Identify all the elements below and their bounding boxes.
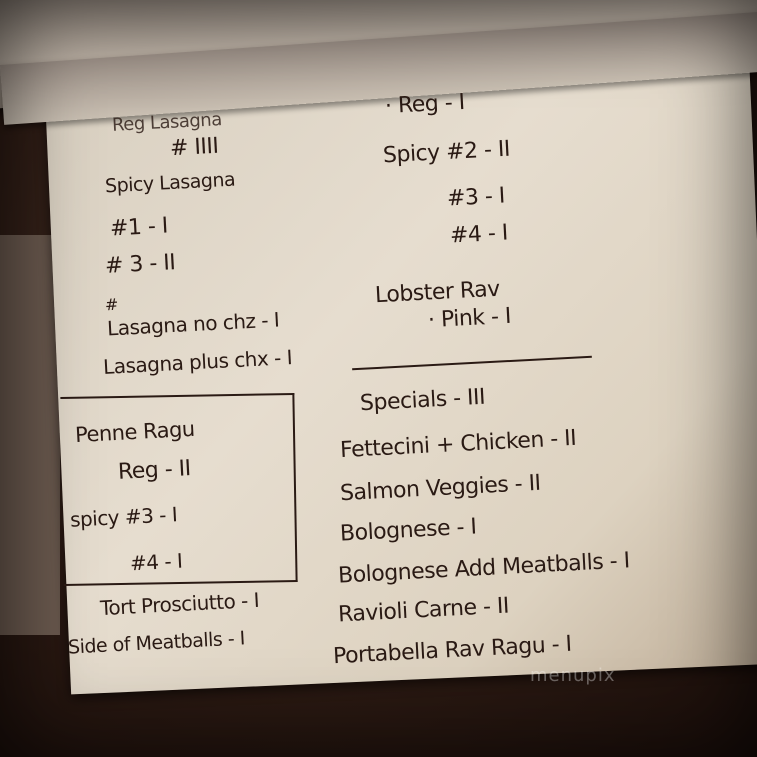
- spicy-lasagna-3: # 3 - II: [104, 250, 176, 279]
- wall-panel: [0, 235, 60, 635]
- penne-spicy-4: #4 - I: [129, 548, 183, 576]
- penne-reg: Reg - II: [117, 456, 192, 485]
- reg-lasagna-count: # IIII: [169, 133, 220, 162]
- lobster-pink: · Pink - I: [427, 303, 512, 334]
- hash-mark: #: [104, 294, 119, 315]
- spicy-lasagna-1: #1 - I: [109, 213, 169, 242]
- right-spicy-3: #3 - I: [446, 183, 506, 212]
- right-spicy-4: #4 - I: [449, 220, 509, 249]
- right-reg: · Reg - I: [384, 89, 466, 120]
- watermark: menupix: [530, 665, 616, 686]
